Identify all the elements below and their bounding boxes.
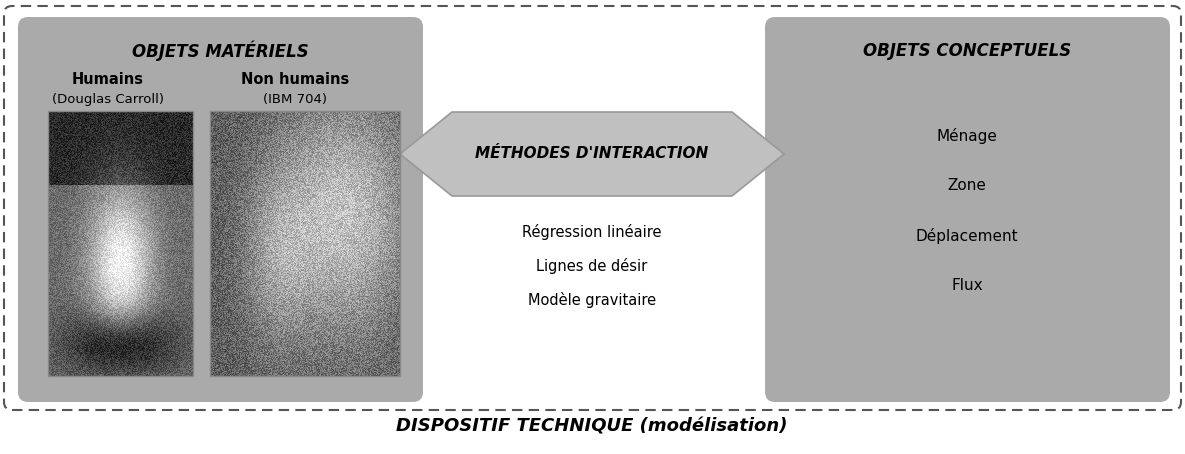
Text: Modèle gravitaire: Modèle gravitaire — [529, 292, 656, 308]
Text: Régression linéaire: Régression linéaire — [523, 224, 661, 240]
FancyBboxPatch shape — [4, 6, 1181, 410]
Text: (Douglas Carroll): (Douglas Carroll) — [52, 94, 164, 107]
Text: Humains: Humains — [72, 73, 145, 88]
FancyBboxPatch shape — [18, 17, 423, 402]
Text: Ménage: Ménage — [936, 128, 998, 144]
FancyBboxPatch shape — [766, 17, 1170, 402]
Text: MÉTHODES D'INTERACTION: MÉTHODES D'INTERACTION — [475, 147, 709, 162]
Text: Flux: Flux — [952, 278, 982, 293]
Text: Zone: Zone — [948, 178, 986, 193]
Text: OBJETS MATÉRIELS: OBJETS MATÉRIELS — [132, 41, 308, 61]
Polygon shape — [401, 112, 784, 196]
Text: Lignes de désir: Lignes de désir — [537, 258, 648, 274]
Text: (IBM 704): (IBM 704) — [263, 94, 327, 107]
Text: DISPOSITIF TECHNIQUE (modélisation): DISPOSITIF TECHNIQUE (modélisation) — [396, 417, 788, 435]
Text: OBJETS CONCEPTUELS: OBJETS CONCEPTUELS — [863, 42, 1071, 60]
Text: Non humains: Non humains — [241, 73, 350, 88]
Text: Déplacement: Déplacement — [916, 228, 1018, 244]
